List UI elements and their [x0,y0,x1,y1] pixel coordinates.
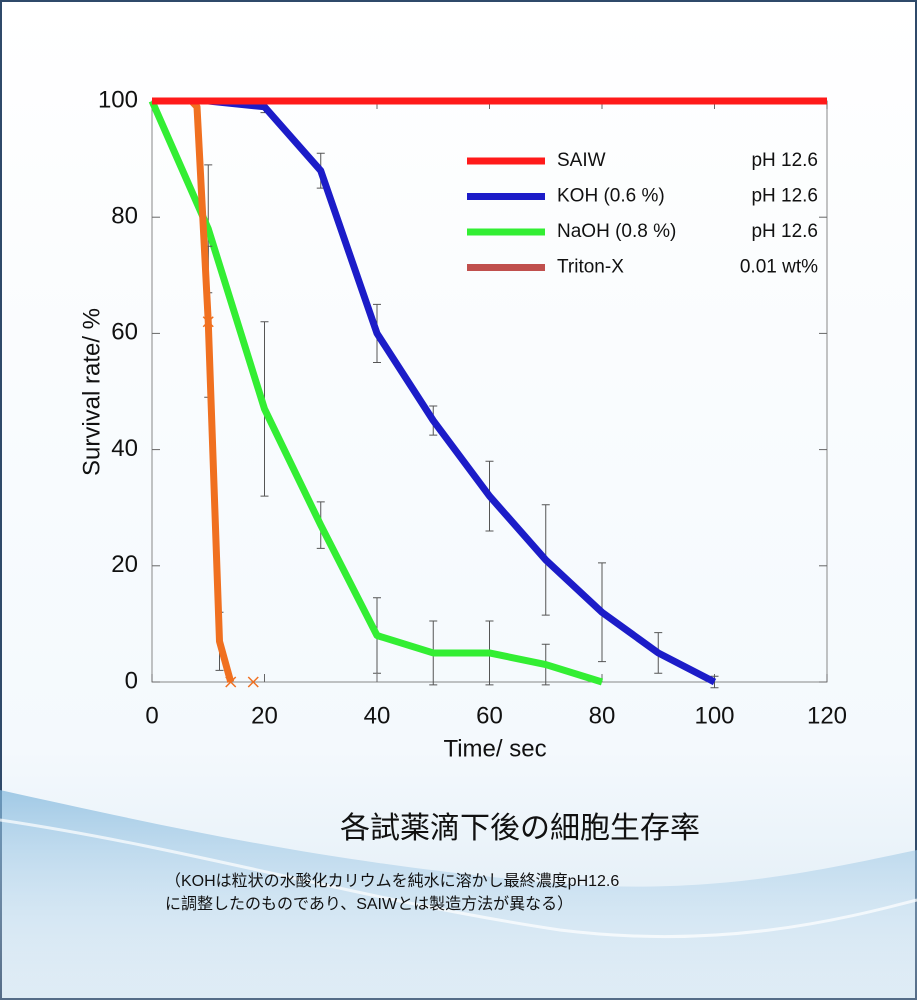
legend-note: 0.01 wt% [740,257,818,278]
y-tick-label: 100 [98,86,138,113]
x-tick-label: 100 [694,702,734,729]
y-axis-label: Survival rate/ % [78,308,105,476]
x-tick-label: 120 [807,702,847,729]
x-tick-label: 60 [476,702,503,729]
legend-note: pH 12.6 [751,150,818,171]
x-tick-label: 20 [251,702,278,729]
slide: 各試薬滴下後の細胞生存率 （KOHは粒状の水酸化カリウムを純水に溶かし最終濃度p… [0,0,917,1000]
chart: 各試薬滴下後の細胞生存率 （KOHは粒状の水酸化カリウムを純水に溶かし最終濃度p… [0,0,917,1000]
legend-label: KOH (0.6 %) [557,186,665,207]
legend-label: NaOH (0.8 %) [557,221,676,242]
y-tick-label: 40 [111,435,138,462]
x-tick-label: 80 [589,702,616,729]
y-tick-label: 20 [111,551,138,578]
legend-note: pH 12.6 [751,221,818,242]
legend-label: Triton-X [557,257,624,278]
y-tick-label: 80 [111,203,138,230]
legend-note: pH 12.6 [751,186,818,207]
caption-title: 各試薬滴下後の細胞生存率 [340,812,700,845]
y-tick-label: 0 [125,667,138,694]
x-tick-label: 0 [145,702,158,729]
x-axis-label: Time/ sec [443,735,546,762]
x-tick-label: 40 [364,702,391,729]
note-line: （KOHは粒状の水酸化カリウムを純水に溶かし最終濃度pH12.6 [165,872,619,890]
note-line: に調整したのものであり、SAIWとは製造方法が異なる） [165,895,573,913]
y-tick-label: 60 [111,319,138,346]
legend-label: SAIW [557,150,606,171]
